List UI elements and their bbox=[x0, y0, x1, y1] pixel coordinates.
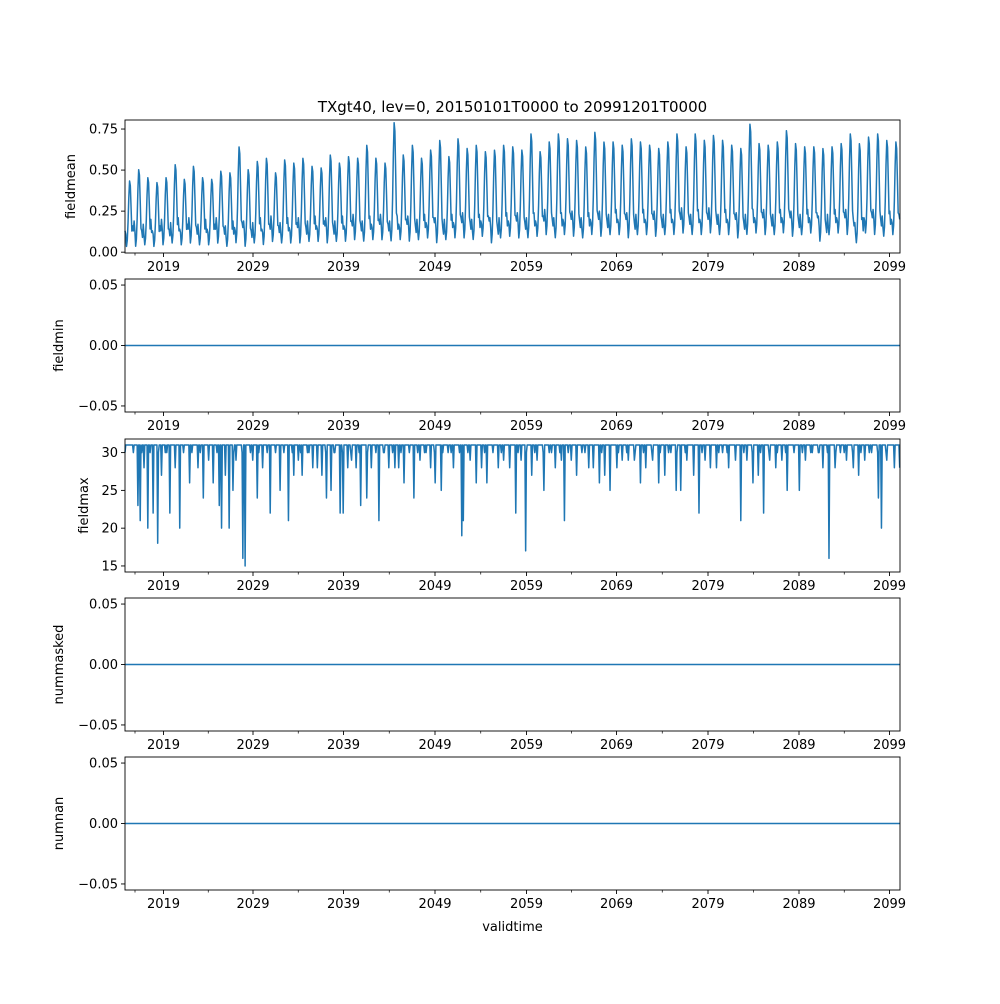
x-tick-label: 2099 bbox=[873, 579, 906, 594]
x-tick-label: 2069 bbox=[600, 897, 633, 912]
x-tick-label: 2019 bbox=[147, 579, 180, 594]
axes-frame bbox=[124, 438, 901, 573]
x-tick-label: 2079 bbox=[691, 260, 724, 275]
y-tick-label: 0.00 bbox=[89, 817, 118, 832]
x-tick-label: 2099 bbox=[873, 419, 906, 434]
y-tick-label: −0.05 bbox=[78, 399, 118, 414]
panel-fieldmean: 0.00 0.25 0.50 0.75 2019 2029 2039 2049 2059 2069… bbox=[64, 119, 906, 275]
x-tick-label: 2089 bbox=[782, 579, 815, 594]
x-tick-label: 2039 bbox=[327, 260, 360, 275]
y-tick-label: 25 bbox=[101, 484, 118, 499]
y-axis-label: numnan bbox=[52, 797, 67, 851]
x-tick-label: 2029 bbox=[236, 579, 269, 594]
y-tick-label: 0.05 bbox=[89, 757, 118, 772]
x-tick-label: 2059 bbox=[510, 897, 543, 912]
x-tick-label: 2079 bbox=[691, 419, 724, 434]
y-tick-label: 0.25 bbox=[89, 205, 118, 220]
x-tick-label: 2029 bbox=[236, 419, 269, 434]
x-tick-label: 2039 bbox=[327, 579, 360, 594]
x-tick-label: 2019 bbox=[147, 419, 180, 434]
y-tick-label: 20 bbox=[101, 522, 118, 537]
y-tick-label: 0.75 bbox=[89, 123, 118, 138]
x-tick-label: 2049 bbox=[418, 897, 451, 912]
x-tick-label: 2079 bbox=[691, 738, 724, 753]
panel-fieldmax: 15 20 25 30 2019 2029 2039 2049 2059 2069 2079 2089… bbox=[77, 438, 906, 594]
y-axis-label: fieldmean bbox=[64, 154, 79, 219]
series-line-fieldmax bbox=[124, 444, 901, 567]
x-tick-label: 2039 bbox=[327, 897, 360, 912]
x-tick-label: 2099 bbox=[873, 260, 906, 275]
series-line-fieldmean bbox=[124, 122, 901, 248]
panel-numnan: −0.05 0.00 0.05 2019 2029 2039 2049 2059 2069 207… bbox=[52, 757, 906, 912]
x-tick-label: 2099 bbox=[873, 897, 906, 912]
x-tick-label: 2059 bbox=[510, 579, 543, 594]
x-tick-label: 2079 bbox=[691, 897, 724, 912]
x-tick-label: 2039 bbox=[327, 419, 360, 434]
y-tick-label: −0.05 bbox=[78, 877, 118, 892]
x-tick-label: 2029 bbox=[236, 897, 269, 912]
x-tick-label: 2099 bbox=[873, 738, 906, 753]
panels-layer: 0.00 0.25 0.50 0.75 2019 2029 2039 2049 2059 2069… bbox=[52, 119, 906, 912]
x-tick-label: 2029 bbox=[236, 738, 269, 753]
x-tick-label: 2029 bbox=[236, 260, 269, 275]
x-tick-label: 2019 bbox=[147, 897, 180, 912]
x-tick-label: 2019 bbox=[147, 738, 180, 753]
x-axis-label: validtime bbox=[482, 920, 543, 935]
axes-frame bbox=[124, 119, 901, 254]
y-tick-label: 0.50 bbox=[89, 164, 118, 179]
y-axis-label: nummasked bbox=[52, 625, 67, 705]
x-tick-label: 2069 bbox=[600, 738, 633, 753]
x-tick-label: 2039 bbox=[327, 738, 360, 753]
y-tick-label: 15 bbox=[101, 559, 118, 574]
x-tick-label: 2089 bbox=[782, 738, 815, 753]
x-tick-label: 2069 bbox=[600, 419, 633, 434]
x-tick-label: 2059 bbox=[510, 419, 543, 434]
x-tick-label: 2019 bbox=[147, 260, 180, 275]
panel-nummasked: −0.05 0.00 0.05 2019 2029 2039 2049 2059 2069 207… bbox=[52, 598, 906, 753]
y-axis-label: fieldmax bbox=[77, 477, 92, 534]
x-tick-label: 2089 bbox=[782, 260, 815, 275]
x-tick-label: 2049 bbox=[418, 738, 451, 753]
y-axis-label: fieldmin bbox=[52, 319, 67, 372]
x-tick-label: 2049 bbox=[418, 419, 451, 434]
x-tick-label: 2079 bbox=[691, 579, 724, 594]
panel-fieldmin: −0.05 0.00 0.05 2019 2029 2039 2049 2059 2069 207… bbox=[52, 279, 906, 434]
y-tick-label: 0.05 bbox=[89, 598, 118, 613]
x-tick-label: 2049 bbox=[418, 579, 451, 594]
y-tick-label: 0.00 bbox=[89, 246, 118, 261]
chart-title: TXgt40, lev=0, 20150101T0000 to 20991201… bbox=[317, 98, 707, 116]
x-tick-label: 2059 bbox=[510, 260, 543, 275]
y-tick-label: 0.05 bbox=[89, 279, 118, 294]
y-tick-label: −0.05 bbox=[78, 718, 118, 733]
y-tick-label: 0.00 bbox=[89, 658, 118, 673]
y-tick-label: 30 bbox=[101, 446, 118, 461]
y-tick-label: 0.00 bbox=[89, 339, 118, 354]
x-tick-label: 2089 bbox=[782, 419, 815, 434]
x-tick-label: 2089 bbox=[782, 897, 815, 912]
x-tick-label: 2049 bbox=[418, 260, 451, 275]
x-tick-label: 2069 bbox=[600, 579, 633, 594]
x-tick-label: 2059 bbox=[510, 738, 543, 753]
x-tick-label: 2069 bbox=[600, 260, 633, 275]
